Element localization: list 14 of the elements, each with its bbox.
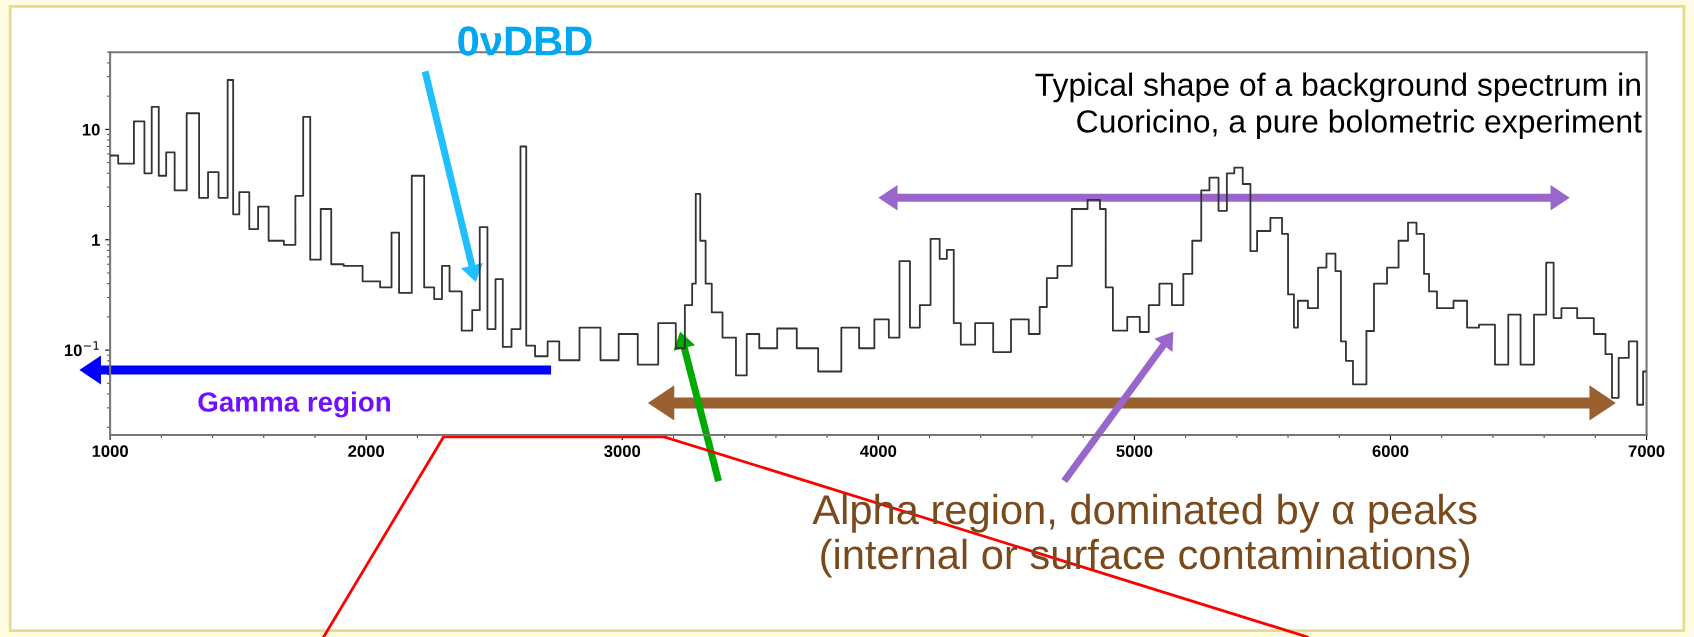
x-tick-label: 7000	[1628, 445, 1665, 458]
x-tick-label: 5000	[1116, 445, 1153, 458]
annotation: Gamma region	[198, 391, 391, 418]
y-tick-label: 1	[92, 234, 100, 246]
x-tick-label: 3000	[604, 445, 641, 458]
x-tick-label: 6000	[1372, 445, 1409, 458]
annotation: 0νDBD	[458, 26, 592, 56]
annotation: Typical shape of a background spectrum in Cuoricino, a pure bolometric experiment	[1035, 72, 1642, 140]
y-tick-label: 10	[82, 123, 100, 136]
text: Alpha region, dominated by α peaks (internal or surface contaminations)	[812, 493, 1477, 578]
x-tick-label: 4000	[860, 445, 897, 458]
x-tick-label: 1000	[92, 445, 128, 458]
y-tick-label: 10$^{−1}$	[64, 341, 99, 357]
x-tick-label: 2000	[348, 445, 385, 458]
